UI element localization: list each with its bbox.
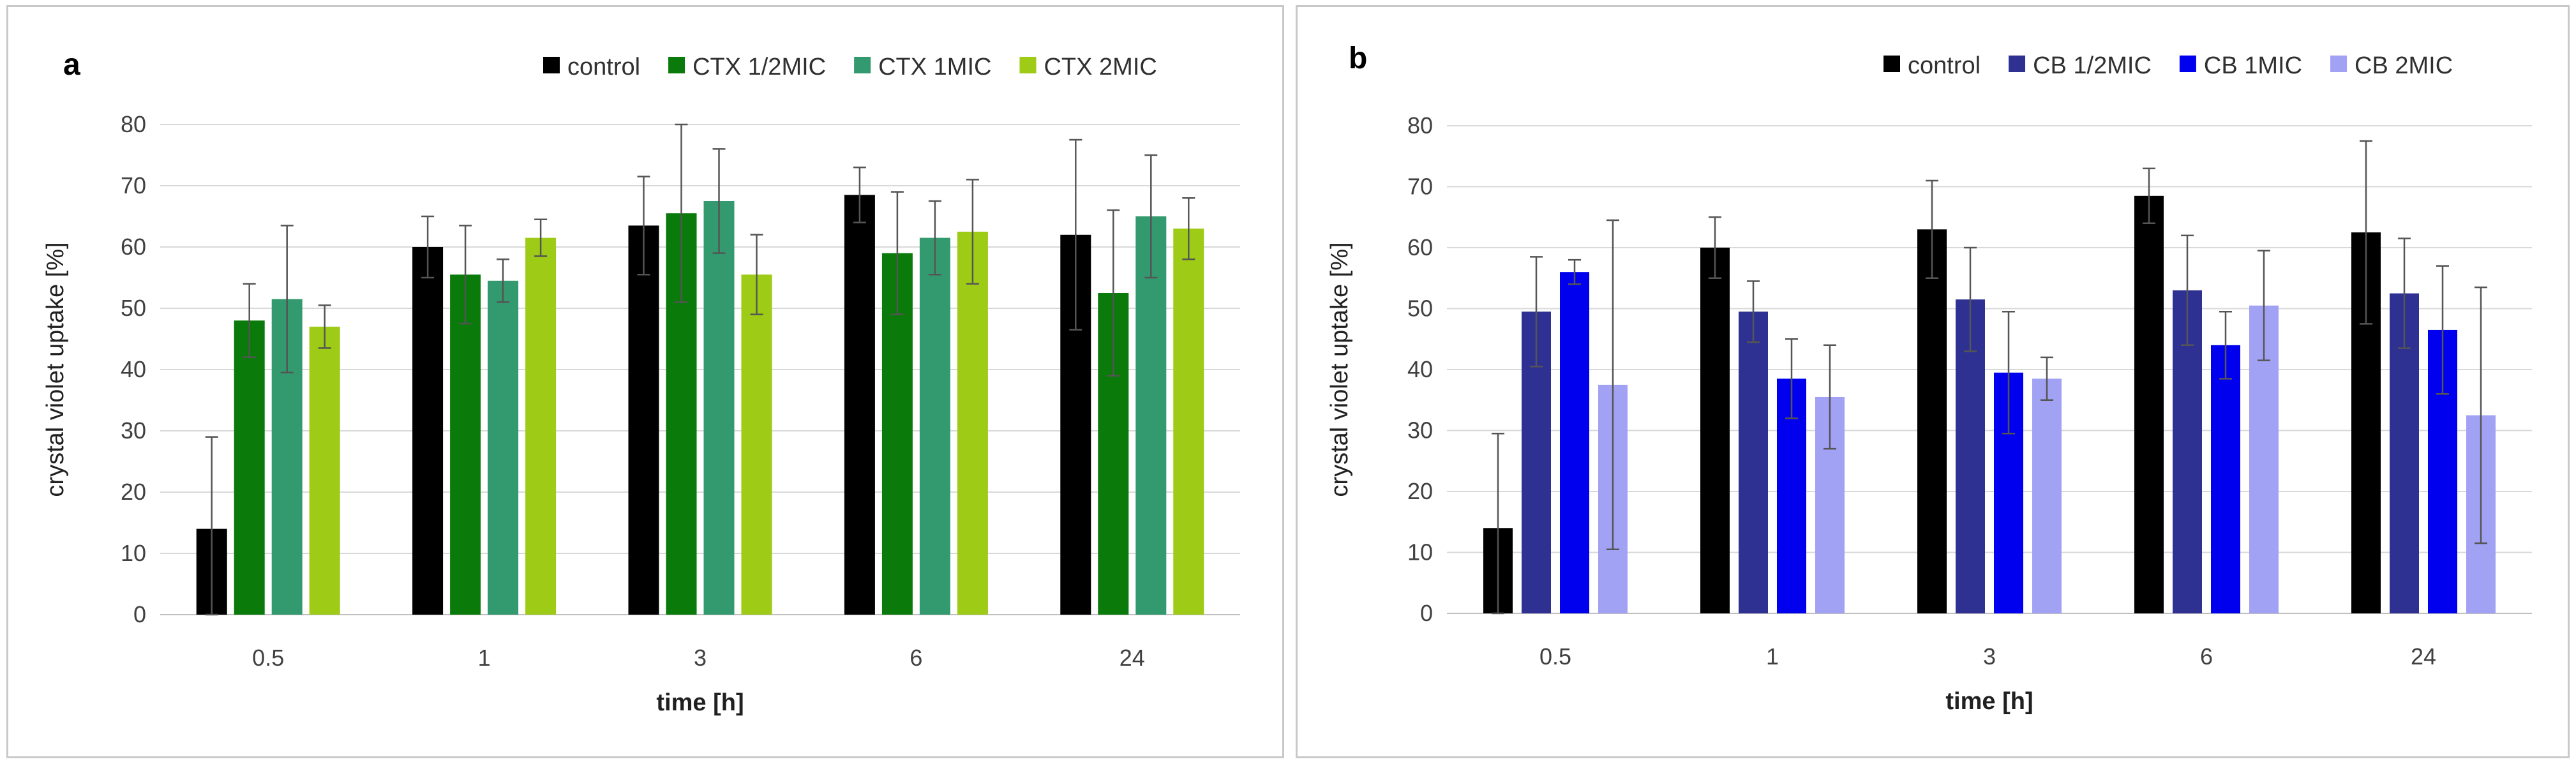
legend-swatch-ctx-2mic [1019,57,1037,73]
legend-label: CB 1MIC [2204,52,2302,79]
bar-ctx-2mic-0.5 [309,326,340,615]
y-tick-label: 80 [1407,112,1433,139]
bar-cb-2mic-3 [2032,378,2062,613]
y-tick-label: 50 [121,295,146,321]
y-tick-label: 80 [121,111,146,137]
legend-label: CTX 2MIC [1044,54,1157,80]
y-tick-label: 40 [121,356,146,382]
y-tick-label: 60 [1407,234,1433,260]
bar-control-1 [412,247,444,615]
bar-control-6 [2134,195,2164,613]
x-axis-title: time [h] [1945,688,2033,715]
bar-ctx-2mic-3 [741,274,772,615]
chart-panel-a: a 0 10 20 30 40 50 60 70 80 crystal violet uptake … [6,5,1284,758]
y-tick-label: 20 [1407,478,1433,504]
bar-ctx-1-2mic-1 [450,274,481,615]
legend-swatch-ctx-1-2mic [668,57,685,73]
x-tick-label: 24 [1120,645,1145,671]
bar-ctx-1mic-3 [703,201,735,615]
legend-label: CB 2MIC [2355,52,2453,79]
legend-label: CB 1/2MIC [2033,52,2152,79]
bar-control-6 [844,195,875,615]
legend-swatch-cb-1mic [2179,56,2196,72]
bar-ctx-2mic-1 [525,237,557,615]
y-axis-title: crystal violet uptake [%] [42,242,69,497]
y-tick-label: 60 [121,234,146,260]
y-tick-label: 10 [121,540,146,566]
legend-swatch-cb-2mic [2330,56,2348,72]
bar-ctx-1mic-1 [488,280,519,615]
y-tick-label: 50 [1407,296,1433,322]
x-tick-label: 6 [910,645,922,671]
bar-control-1 [1700,248,1730,613]
bar-control-3 [628,225,659,615]
legend-swatch-cb-1-2mic [2009,56,2026,72]
panel-label: a [63,48,80,82]
bar-cb-1mic-0.5 [1560,272,1589,613]
legend-swatch-control [1883,56,1900,72]
x-tick-label: 6 [2200,643,2213,670]
bar-chart-b: b 0 10 20 30 40 50 60 70 80 crystal violet uptake … [1326,41,2532,715]
legend-label: CTX 1/2MIC [693,54,826,80]
bar-control-3 [1917,229,1947,614]
bar-cb-1-2mic-1 [1739,311,1768,613]
x-tick-label: 24 [2411,643,2436,670]
panel-label: b [1349,41,1367,75]
bar-ctx-1mic-6 [919,237,950,615]
legend-swatch-ctx-1mic [854,57,871,73]
y-tick-label: 30 [1407,417,1433,444]
x-tick-label: 1 [1766,643,1779,670]
x-tick-label: 0.5 [252,645,284,671]
y-tick-label: 20 [121,479,146,505]
y-axis-title: crystal violet uptake [%] [1326,242,1353,497]
bar-ctx-2mic-6 [957,232,988,615]
bar-cb-1mic-6 [2211,345,2240,613]
y-tick-label: 10 [1407,539,1433,566]
y-tick-label: 0 [133,601,146,627]
x-tick-label: 3 [1983,643,1996,670]
y-tick-label: 0 [1420,600,1433,626]
legend-swatch-control [543,57,560,73]
legend-label: control [567,54,640,80]
x-tick-label: 1 [478,645,491,671]
y-tick-label: 70 [121,172,146,198]
bar-ctx-1mic-24 [1135,216,1167,615]
legend-label: CTX 1MIC [878,54,991,80]
x-tick-label: 0.5 [1539,643,1571,670]
chart-panel-b: b 0 10 20 30 40 50 60 70 80 crystal violet uptake … [1296,5,2570,758]
bar-ctx-1-2mic-0.5 [234,320,265,615]
y-tick-label: 30 [121,417,146,444]
x-axis-title: time [h] [656,689,744,716]
legend-label: control [1908,52,1981,79]
y-tick-label: 70 [1407,174,1433,200]
bar-chart-a: a 0 10 20 30 40 50 60 70 80 crystal violet uptake … [42,48,1240,716]
x-tick-label: 3 [694,645,707,671]
bar-ctx-2mic-24 [1173,228,1204,615]
y-tick-label: 40 [1407,356,1433,382]
